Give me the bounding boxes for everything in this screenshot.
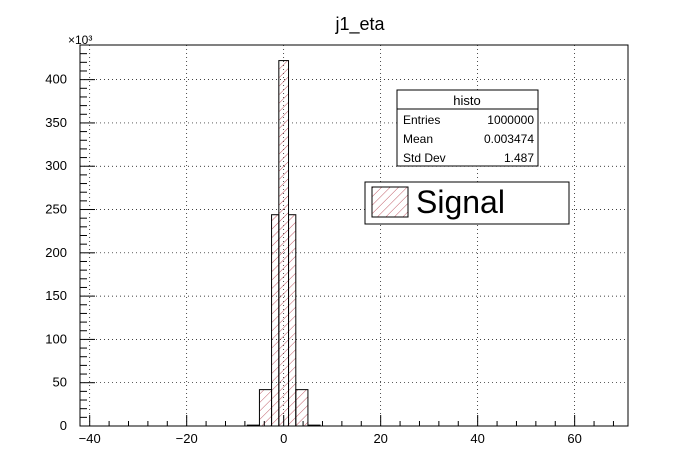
histogram-bin: [278, 60, 290, 427]
x-tick-label: 20: [373, 431, 387, 446]
x-tick-label: −20: [176, 431, 198, 446]
stats-box: histo Entries 1000000 Mean 0.003474 Std …: [396, 89, 539, 167]
y-multiplier-label: ×10³: [68, 33, 92, 47]
stats-entries-label: Entries: [403, 113, 440, 127]
stats-mean-value: 0.003474: [484, 132, 534, 146]
stats-stddev-value: 1.487: [504, 151, 534, 165]
y-tick-label: 200: [45, 245, 67, 260]
grid: [80, 45, 628, 427]
histogram-bin: [271, 214, 280, 427]
x-tick-label: −40: [79, 431, 101, 446]
y-tick-label: 150: [45, 288, 67, 303]
y-tick-label: 50: [53, 375, 67, 390]
y-tick-label: 100: [45, 331, 67, 346]
stats-mean-label: Mean: [403, 132, 433, 146]
stats-box-title: histo: [453, 93, 480, 108]
y-tick-label: 400: [45, 72, 67, 87]
y-tick-label: 250: [45, 202, 67, 217]
plot-frame: [79, 44, 629, 427]
y-tick-label: 350: [45, 115, 67, 130]
legend: Signal: [364, 181, 570, 225]
x-tick-label: 40: [470, 431, 484, 446]
histogram-bin: [295, 389, 309, 427]
stats-entries-value: 1000000: [487, 113, 534, 127]
y-tick-label: 300: [45, 158, 67, 173]
x-axis: −40 −20 0 20 40 60: [79, 415, 614, 446]
histogram-bin: [258, 389, 273, 427]
histogram-bars: [246, 60, 321, 427]
legend-label-signal: Signal: [416, 184, 505, 220]
chart-title: j1_eta: [334, 14, 385, 35]
stats-stddev-label: Std Dev: [403, 151, 446, 165]
y-axis: 0 50 100 150 200 250 300 350 400: [45, 53, 95, 433]
histogram-bin: [288, 214, 297, 427]
y-tick-label: 0: [60, 418, 67, 433]
x-tick-label: 60: [567, 431, 581, 446]
legend-swatch-signal: [371, 186, 409, 218]
x-tick-label: 0: [280, 431, 287, 446]
